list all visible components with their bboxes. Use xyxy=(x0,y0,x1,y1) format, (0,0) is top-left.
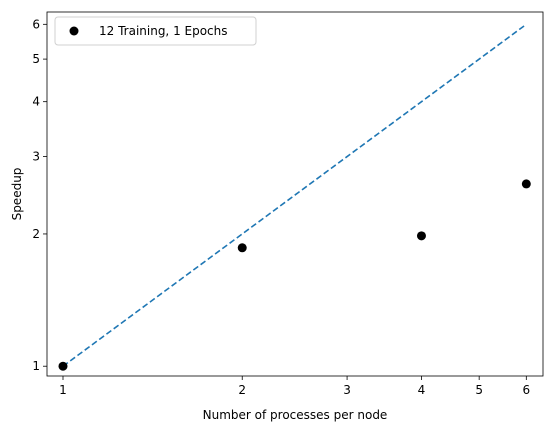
legend-box xyxy=(54,16,257,46)
y-axis-ticks: 1 2 3 4 5 6 xyxy=(32,17,47,373)
data-points-layer xyxy=(58,179,531,371)
data-point xyxy=(416,231,426,241)
x-tick-label: 4 xyxy=(418,383,426,397)
ideal-speedup-line xyxy=(62,23,527,367)
x-tick-label: 3 xyxy=(343,383,351,397)
y-tick-label: 5 xyxy=(32,52,40,66)
y-tick-label: 4 xyxy=(32,95,40,109)
data-point xyxy=(58,361,68,371)
plot-area xyxy=(47,12,543,376)
legend-label: 12 Training, 1 Epochs xyxy=(99,24,228,38)
y-tick-label: 3 xyxy=(32,150,40,164)
x-axis-label: Number of processes per node xyxy=(203,408,388,422)
y-axis-label: Speedup xyxy=(10,168,24,221)
x-tick-label: 6 xyxy=(522,383,530,397)
ideal-speedup-line-layer xyxy=(62,23,527,367)
x-tick-label: 2 xyxy=(238,383,246,397)
data-point xyxy=(237,243,247,253)
y-tick-label: 1 xyxy=(32,359,40,373)
x-tick-label: 5 xyxy=(475,383,483,397)
x-tick-label: 1 xyxy=(59,383,67,397)
x-axis-ticks: 1 2 3 4 5 6 xyxy=(59,376,530,397)
plot-frame xyxy=(46,11,544,377)
legend-marker xyxy=(69,26,79,36)
data-point xyxy=(521,179,531,189)
y-tick-label: 2 xyxy=(32,227,40,241)
y-tick-label: 6 xyxy=(32,17,40,31)
legend: 12 Training, 1 Epochs xyxy=(54,16,257,46)
